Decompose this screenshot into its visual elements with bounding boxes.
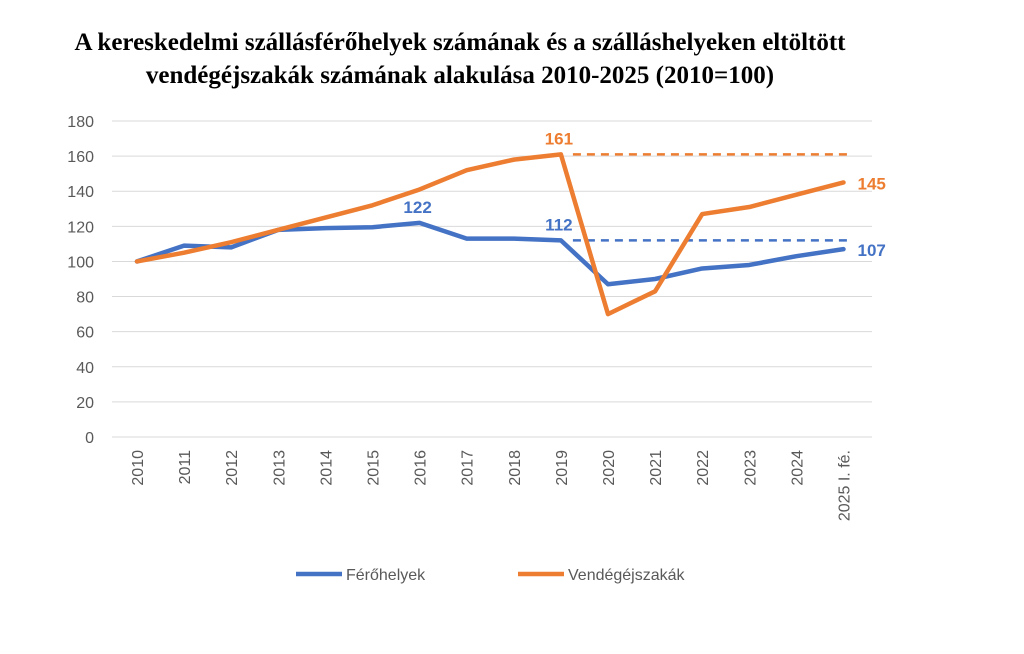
chart-title-line1: A kereskedelmi szállásférőhelyek számána…: [74, 29, 846, 56]
series-lines: [134, 152, 846, 317]
y-axis-ticks: 0 20 40 60 80 100 120 140 160 180: [67, 114, 94, 447]
legend-label: Vendégéjszakák: [568, 567, 686, 584]
y-tick-label: 120: [67, 219, 94, 236]
data-labels: 122 112 107 161 145: [403, 129, 885, 260]
x-axis-ticks: 2010 2011 2012 2013 2014 2015 2016 2017 2018 2019…: [130, 450, 854, 521]
data-label: 107: [858, 241, 886, 260]
y-tick-label: 160: [67, 149, 94, 166]
data-label: 145: [858, 174, 886, 193]
data-label: 112: [545, 215, 572, 234]
x-tick-label: 2024: [789, 450, 806, 486]
chart-title: A kereskedelmi szállásférőhelyek számána…: [0, 26, 920, 92]
x-tick-label: 2018: [507, 450, 524, 486]
x-tick-label: 2025 I. fé.: [837, 450, 854, 521]
legend-label: Férőhelyek: [346, 567, 426, 584]
y-tick-label: 80: [76, 290, 94, 307]
y-tick-label: 60: [76, 325, 94, 342]
y-tick-label: 140: [67, 184, 94, 201]
data-label: 161: [545, 129, 573, 148]
x-tick-label: 2015: [366, 450, 383, 486]
gridlines: [112, 120, 872, 438]
x-tick-label: 2021: [648, 450, 665, 486]
x-tick-label: 2011: [177, 450, 194, 485]
trend-lines: [572, 153, 848, 242]
x-tick-label: 2023: [742, 450, 759, 486]
series-line: [134, 152, 846, 317]
x-tick-label: 2020: [601, 450, 618, 486]
series-line: [134, 220, 846, 287]
y-tick-label: 100: [67, 254, 94, 271]
y-tick-label: 0: [85, 430, 94, 447]
x-tick-label: 2014: [318, 450, 335, 486]
x-tick-label: 2010: [130, 450, 147, 486]
x-tick-label: 2012: [224, 450, 241, 486]
x-tick-label: 2016: [413, 450, 430, 486]
legend: Férőhelyek Vendégéjszakák: [296, 567, 686, 584]
data-label: 122: [403, 198, 431, 217]
x-tick-label: 2017: [460, 450, 477, 486]
x-tick-label: 2019: [554, 450, 571, 486]
x-tick-label: 2022: [695, 450, 712, 486]
y-tick-label: 180: [67, 114, 94, 131]
y-tick-label: 20: [76, 395, 94, 412]
chart-title-line2: vendégéjszakák számának alakulása 2010-2…: [145, 62, 775, 89]
y-tick-label: 40: [76, 360, 94, 377]
x-tick-label: 2013: [271, 450, 288, 486]
